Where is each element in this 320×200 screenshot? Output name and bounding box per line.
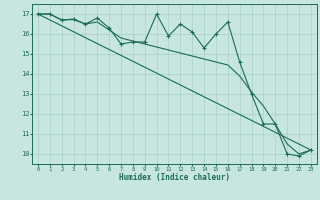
X-axis label: Humidex (Indice chaleur): Humidex (Indice chaleur) [119, 173, 230, 182]
